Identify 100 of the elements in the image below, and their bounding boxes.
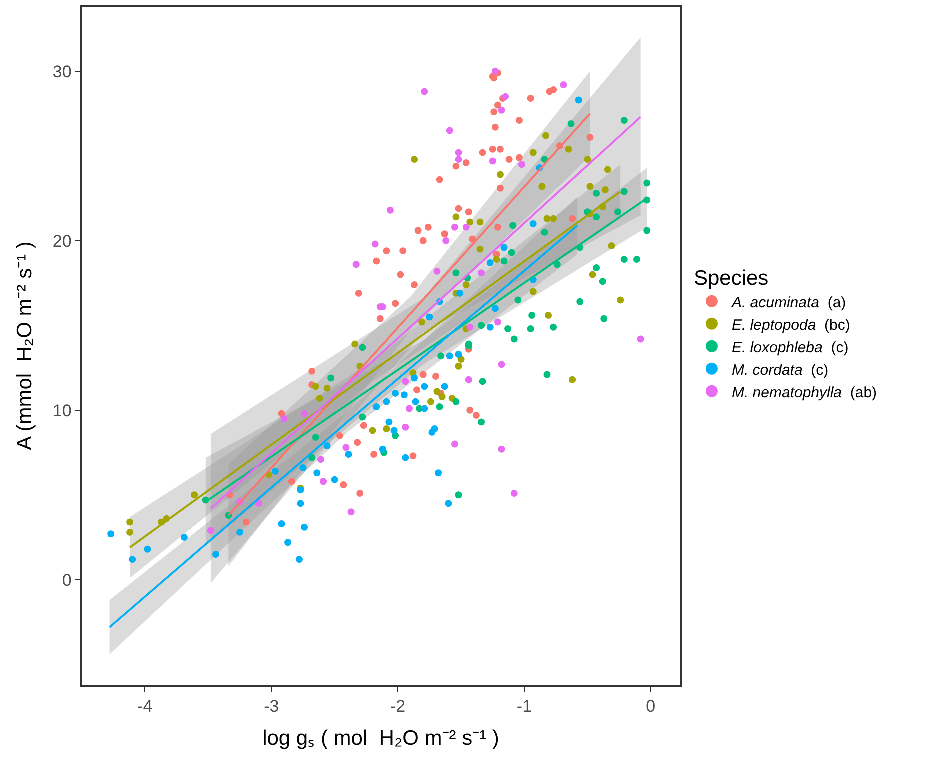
point — [530, 288, 537, 296]
y-tick-label: 30 — [52, 62, 72, 82]
point — [451, 440, 458, 448]
point — [372, 240, 379, 248]
point — [411, 374, 418, 382]
point — [478, 418, 486, 426]
point — [476, 246, 484, 253]
point — [342, 444, 350, 452]
point — [541, 228, 548, 236]
point — [494, 318, 502, 326]
point — [600, 315, 608, 322]
point — [565, 146, 572, 153]
point — [528, 312, 536, 319]
point — [545, 312, 552, 319]
point — [479, 378, 486, 386]
point — [462, 281, 470, 288]
x-tick-label: -1 — [516, 697, 532, 716]
point — [129, 556, 136, 564]
point — [493, 256, 500, 264]
point — [620, 117, 628, 124]
point — [530, 220, 537, 228]
point — [496, 146, 504, 153]
point — [494, 224, 502, 231]
point — [376, 315, 384, 322]
point — [300, 464, 307, 472]
point — [441, 383, 448, 390]
point — [359, 344, 366, 352]
point — [331, 476, 338, 484]
point — [490, 108, 498, 116]
point — [452, 214, 460, 221]
point — [575, 96, 582, 104]
point — [414, 386, 421, 394]
point — [336, 432, 344, 440]
point — [469, 236, 476, 243]
legend-title: Species — [694, 267, 769, 290]
point — [496, 184, 504, 192]
point — [421, 383, 428, 390]
x-axis-title: log gₛ ( mol H₂O m⁻² s⁻¹ ) — [262, 726, 500, 750]
point — [445, 500, 452, 508]
point — [478, 322, 486, 330]
point — [496, 171, 504, 178]
point — [550, 215, 558, 222]
point — [576, 298, 584, 306]
point — [498, 446, 506, 453]
point — [400, 392, 408, 399]
point — [296, 556, 303, 564]
point — [301, 410, 308, 418]
point — [620, 188, 628, 196]
point — [614, 208, 622, 216]
point — [644, 180, 651, 187]
point — [452, 270, 460, 277]
point — [634, 256, 641, 264]
point — [392, 390, 400, 397]
point — [434, 268, 441, 275]
point — [486, 324, 494, 331]
point — [560, 81, 568, 88]
point — [436, 176, 444, 184]
point — [494, 102, 502, 109]
point — [472, 412, 480, 419]
y-tick-label: 20 — [52, 232, 72, 251]
point — [502, 93, 510, 100]
point — [569, 376, 576, 384]
point — [312, 383, 320, 390]
x-tick-label: 0 — [646, 697, 656, 716]
point — [584, 156, 592, 164]
point — [479, 149, 486, 156]
point — [406, 405, 413, 412]
point — [386, 206, 394, 214]
point — [455, 350, 462, 358]
point — [386, 418, 393, 426]
point — [637, 336, 644, 343]
point — [360, 422, 368, 430]
y-tick-label: 10 — [52, 401, 72, 420]
point — [191, 492, 198, 499]
point — [308, 368, 316, 375]
point — [518, 161, 526, 168]
point — [476, 218, 484, 226]
point — [455, 492, 462, 499]
point — [369, 427, 376, 434]
point — [516, 154, 523, 162]
point — [462, 159, 470, 166]
point — [373, 404, 380, 411]
point — [489, 146, 496, 153]
point — [414, 227, 422, 234]
point — [308, 454, 316, 462]
point — [421, 405, 428, 412]
point — [527, 326, 534, 333]
point — [492, 305, 499, 312]
point — [544, 215, 551, 222]
point — [390, 427, 398, 434]
point — [431, 426, 438, 433]
point — [280, 415, 288, 422]
point — [400, 248, 407, 255]
point — [411, 156, 418, 164]
point — [314, 470, 321, 477]
point — [530, 149, 537, 156]
point — [462, 224, 470, 231]
x-tick-label: -4 — [138, 697, 153, 716]
point — [436, 404, 444, 411]
point — [180, 534, 188, 542]
